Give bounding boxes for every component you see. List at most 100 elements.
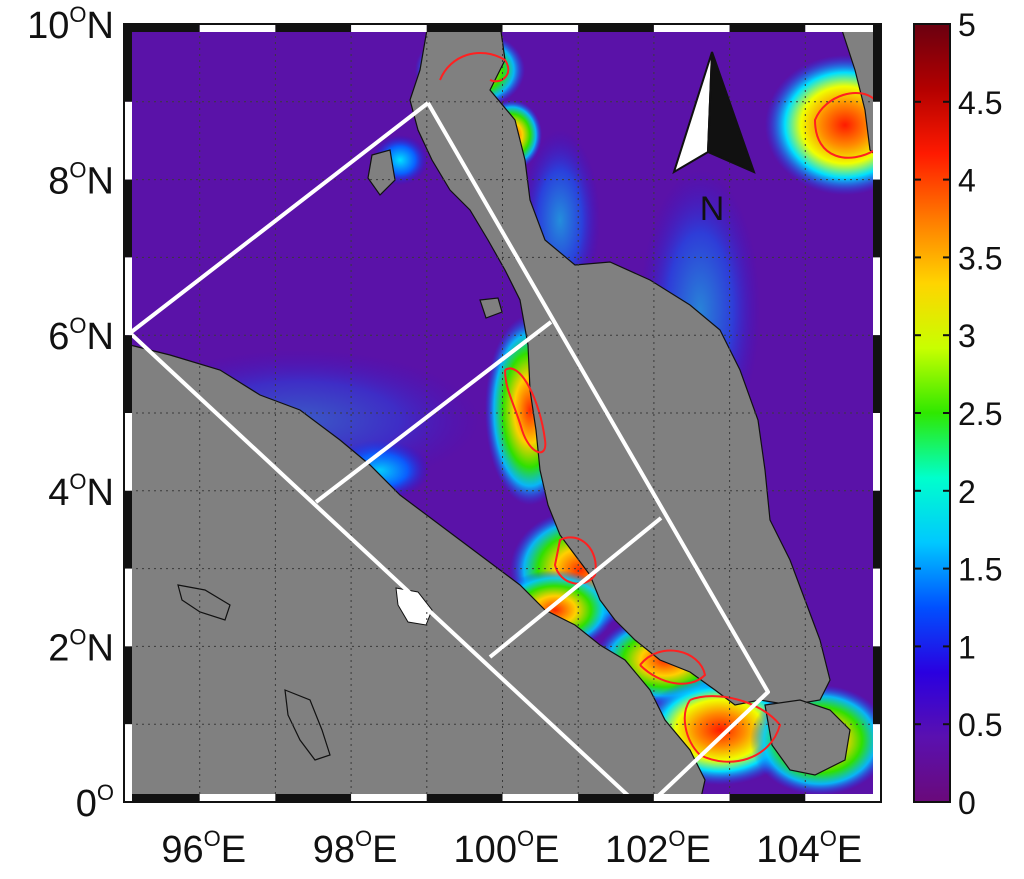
border-segment-top	[729, 24, 806, 32]
border-segment-left	[124, 179, 132, 258]
y-tick-label: 0O	[76, 780, 114, 825]
x-tick-label-degree: O	[820, 826, 837, 851]
x-tick-label: 102OE	[605, 826, 711, 871]
x-tick-label-value: 102	[605, 829, 668, 871]
y-tick-label-hemisphere: N	[87, 472, 114, 514]
border-segment-right	[873, 335, 881, 413]
north-arrow-label: N	[700, 190, 725, 228]
x-tick-label: 96OE	[161, 826, 246, 871]
north-arrow-right-icon	[706, 51, 756, 174]
y-tick-label-hemisphere: N	[87, 316, 114, 358]
border-segment-right	[873, 257, 881, 336]
y-tick-label-value: 4	[48, 472, 69, 514]
x-tick-label-hemisphere: E	[837, 829, 862, 871]
y-tick-label: 10ON	[27, 2, 114, 47]
contour-malacca-north	[553, 536, 597, 585]
simeulue-island	[177, 584, 231, 621]
colorbar-ticks: 5 4.5 4 3.5 3 2.5 2 1.5 1 0.5 0	[914, 7, 1002, 821]
colorbar-tick-label: 3.5	[958, 240, 1002, 276]
y-tick-label-hemisphere: N	[87, 161, 114, 203]
border-segment-left	[124, 257, 132, 336]
x-tick-label-degree: O	[668, 826, 685, 851]
x-tick-label-value: 104	[756, 829, 819, 871]
contour-singapore	[683, 695, 782, 763]
border-segment-top	[426, 24, 503, 32]
border-segment-right	[873, 490, 881, 569]
border-segment-bottom	[351, 794, 427, 802]
border-segment-top	[578, 24, 654, 32]
map-panel	[124, 24, 881, 802]
y-tick-label-degree: O	[69, 469, 86, 494]
border-segment-right	[873, 413, 881, 491]
border-segment-right	[873, 724, 881, 802]
border-segment-bottom	[805, 794, 881, 802]
x-tick-label-degree: O	[517, 826, 534, 851]
border-segment-left	[124, 101, 132, 180]
colorbar-tick-label: 5	[958, 7, 976, 43]
y-tick-label-value: 2	[48, 627, 69, 669]
colorbar-tick-label: 0.5	[958, 707, 1002, 743]
y-tick-label: 6ON	[48, 313, 114, 358]
colorbar-tick-label: 2.5	[958, 396, 1002, 432]
x-tick-label-value: 100	[454, 829, 517, 871]
y-tick-label: 8ON	[48, 158, 114, 203]
y-tick-label-degree: O	[69, 158, 86, 183]
contour-penang	[504, 367, 547, 454]
border-segment-left	[124, 490, 132, 569]
colorbar-tick-label: 1.5	[958, 552, 1002, 588]
colorbar-tick-label: 3	[958, 318, 976, 354]
border-segment-top	[199, 24, 276, 32]
study-box-divider-1	[314, 320, 553, 504]
y-tick-label-value: 8	[48, 161, 69, 203]
hotspot-gulf-east	[765, 55, 881, 195]
colorbar-tick-label: 4.5	[958, 85, 1002, 121]
border-segment-top	[275, 24, 352, 32]
x-tick-label-hemisphere: E	[221, 829, 246, 871]
x-tick-label-degree: O	[355, 826, 372, 851]
y-tick-label-hemisphere: N	[87, 5, 114, 47]
x-tick-label-value: 98	[313, 829, 355, 871]
y-tick-label-hemisphere: N	[87, 627, 114, 669]
gridlines	[124, 24, 881, 802]
border-segment-right	[873, 101, 881, 180]
y-tick-label: 4ON	[48, 469, 114, 514]
border-segment-top	[502, 24, 579, 32]
contour-north	[439, 51, 510, 83]
border-segment-bottom	[275, 794, 352, 802]
border-segment-left	[124, 24, 132, 102]
nias-island	[284, 689, 331, 761]
border-segment-top	[124, 24, 200, 32]
border-segment-top	[805, 24, 881, 32]
border-segment-bottom	[729, 794, 806, 802]
x-tick-label: 104OE	[756, 826, 862, 871]
x-tick-label-hemisphere: E	[534, 829, 559, 871]
y-tick-label-value: 0	[76, 783, 97, 825]
y-tick-label-degree: O	[69, 2, 86, 27]
x-tick-label-hemisphere: E	[372, 829, 397, 871]
x-tick-label-value: 96	[161, 829, 203, 871]
north-arrow: N	[672, 51, 756, 228]
border-segment-bottom	[199, 794, 276, 802]
y-tick-label-value: 6	[48, 316, 69, 358]
lake-toba	[395, 587, 433, 626]
colorbar: 5 4.5 4 3.5 3 2.5 2 1.5 1 0.5 0	[913, 7, 1002, 821]
study-box-divider-2	[488, 516, 663, 659]
border-segment-top	[351, 24, 427, 32]
malay-peninsula	[409, 24, 831, 706]
border-segment-bottom	[502, 794, 579, 802]
x-tick-label: 98OE	[313, 826, 398, 871]
frame-outline	[123, 23, 882, 803]
x-axis-labels: 96OE 98OE 100OE 102OE 104OE	[161, 826, 862, 871]
colorbar-tick-label: 0	[958, 785, 976, 821]
y-tick-label-degree: O	[69, 624, 86, 649]
colorbar-tick-label: 1	[958, 629, 976, 665]
border-segment-bottom	[426, 794, 503, 802]
contour-malacca-south	[639, 649, 707, 685]
border-segment-bottom	[653, 794, 730, 802]
phuket-island	[367, 149, 396, 196]
border-segment-left	[124, 413, 132, 491]
border-segment-left	[124, 568, 132, 647]
y-tick-label-degree: O	[97, 780, 114, 805]
